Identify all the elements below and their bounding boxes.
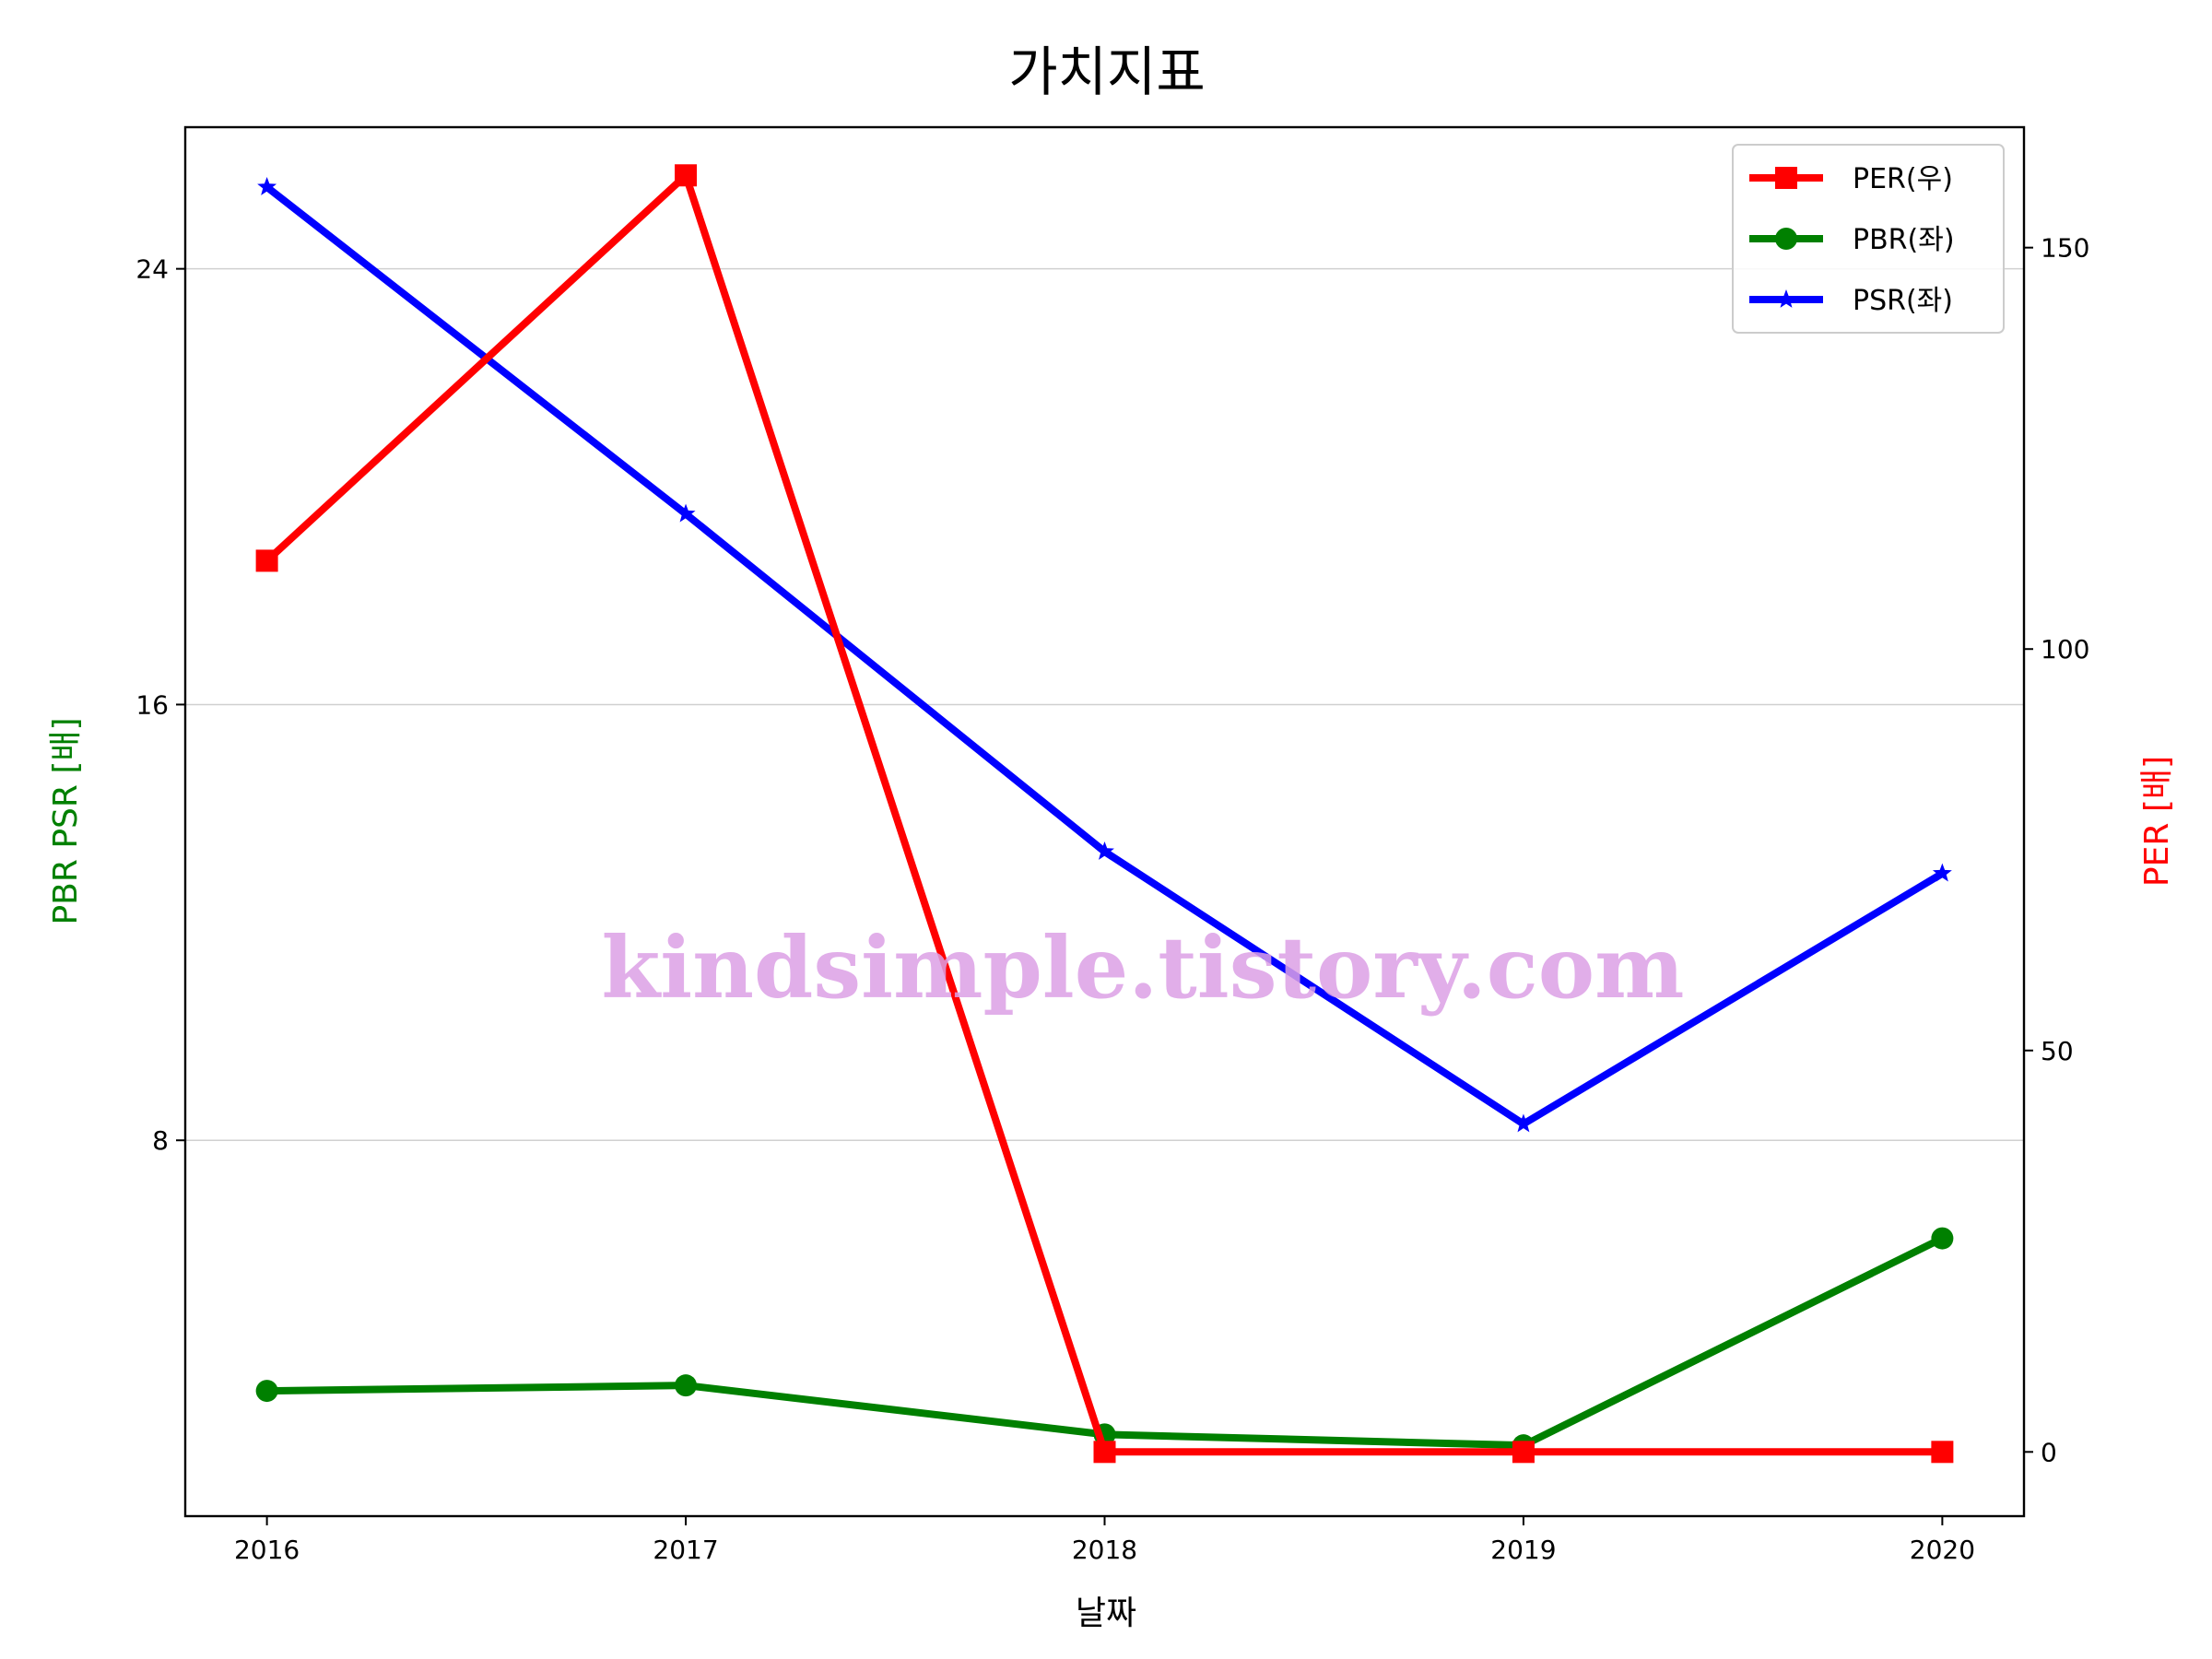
y-right-tick-label-50: 50 [2041,1036,2074,1066]
y-left-tick-label-8: 8 [152,1125,169,1156]
grid-lines [185,267,2024,1141]
legend-label-pbr: PBR(좌) [1853,224,1955,256]
psr-point-2018 [1095,841,1114,860]
legend-marker-per [1775,167,1797,189]
x-tick-label-2020: 2020 [1910,1535,1975,1565]
x-tick-label-2016: 2016 [234,1535,300,1565]
y-right-tick-label-150: 150 [2041,233,2089,264]
chart-title: 가치지표 [1008,41,1205,103]
psr-point-2016 [257,177,277,195]
per-point-2016 [255,549,278,572]
x-axis-label: 날짜 [1076,1594,1136,1632]
y-right-tick-label-100: 100 [2041,634,2089,665]
legend: PER(우) PBR(좌) PSR(좌) [1732,144,2005,334]
legend-marker-pbr [1775,228,1797,250]
psr-point-2019 [1513,1113,1534,1133]
y-left-tick-label-16: 16 [135,689,169,720]
psr-point-2017 [676,503,696,523]
per-point-2017 [675,164,698,187]
watermark-text: kindsimple.tistory.com [601,918,1684,1018]
legend-box [1732,144,2005,334]
axes: 8 16 24 0 50 100 150 2016 2017 2018 2019 2020 [135,233,2089,1565]
legend-marker-psr [1776,289,1796,308]
pbr-point-2016 [255,1380,278,1403]
per-point-2020 [1931,1441,1954,1464]
pbr-point-2020 [1931,1227,1954,1250]
psr-point-2020 [1932,863,1952,882]
y-left-tick-label-24: 24 [135,254,169,285]
pbr-point-2017 [675,1374,698,1397]
legend-label-per: PER(우) [1853,163,1953,195]
y-axis-right-label: PER [배] [2138,756,2176,887]
y-axis-left-label: PBR PSR [배] [47,717,85,924]
per-point-2019 [1512,1441,1535,1464]
x-tick-label-2018: 2018 [1072,1535,1137,1565]
legend-label-psr: PSR(좌) [1853,285,1953,317]
per-point-2018 [1093,1441,1116,1464]
x-tick-label-2017: 2017 [653,1535,718,1565]
y-right-tick-label-0: 0 [2041,1437,2057,1467]
series-layer [255,164,1954,1464]
x-tick-label-2019: 2019 [1490,1535,1556,1565]
